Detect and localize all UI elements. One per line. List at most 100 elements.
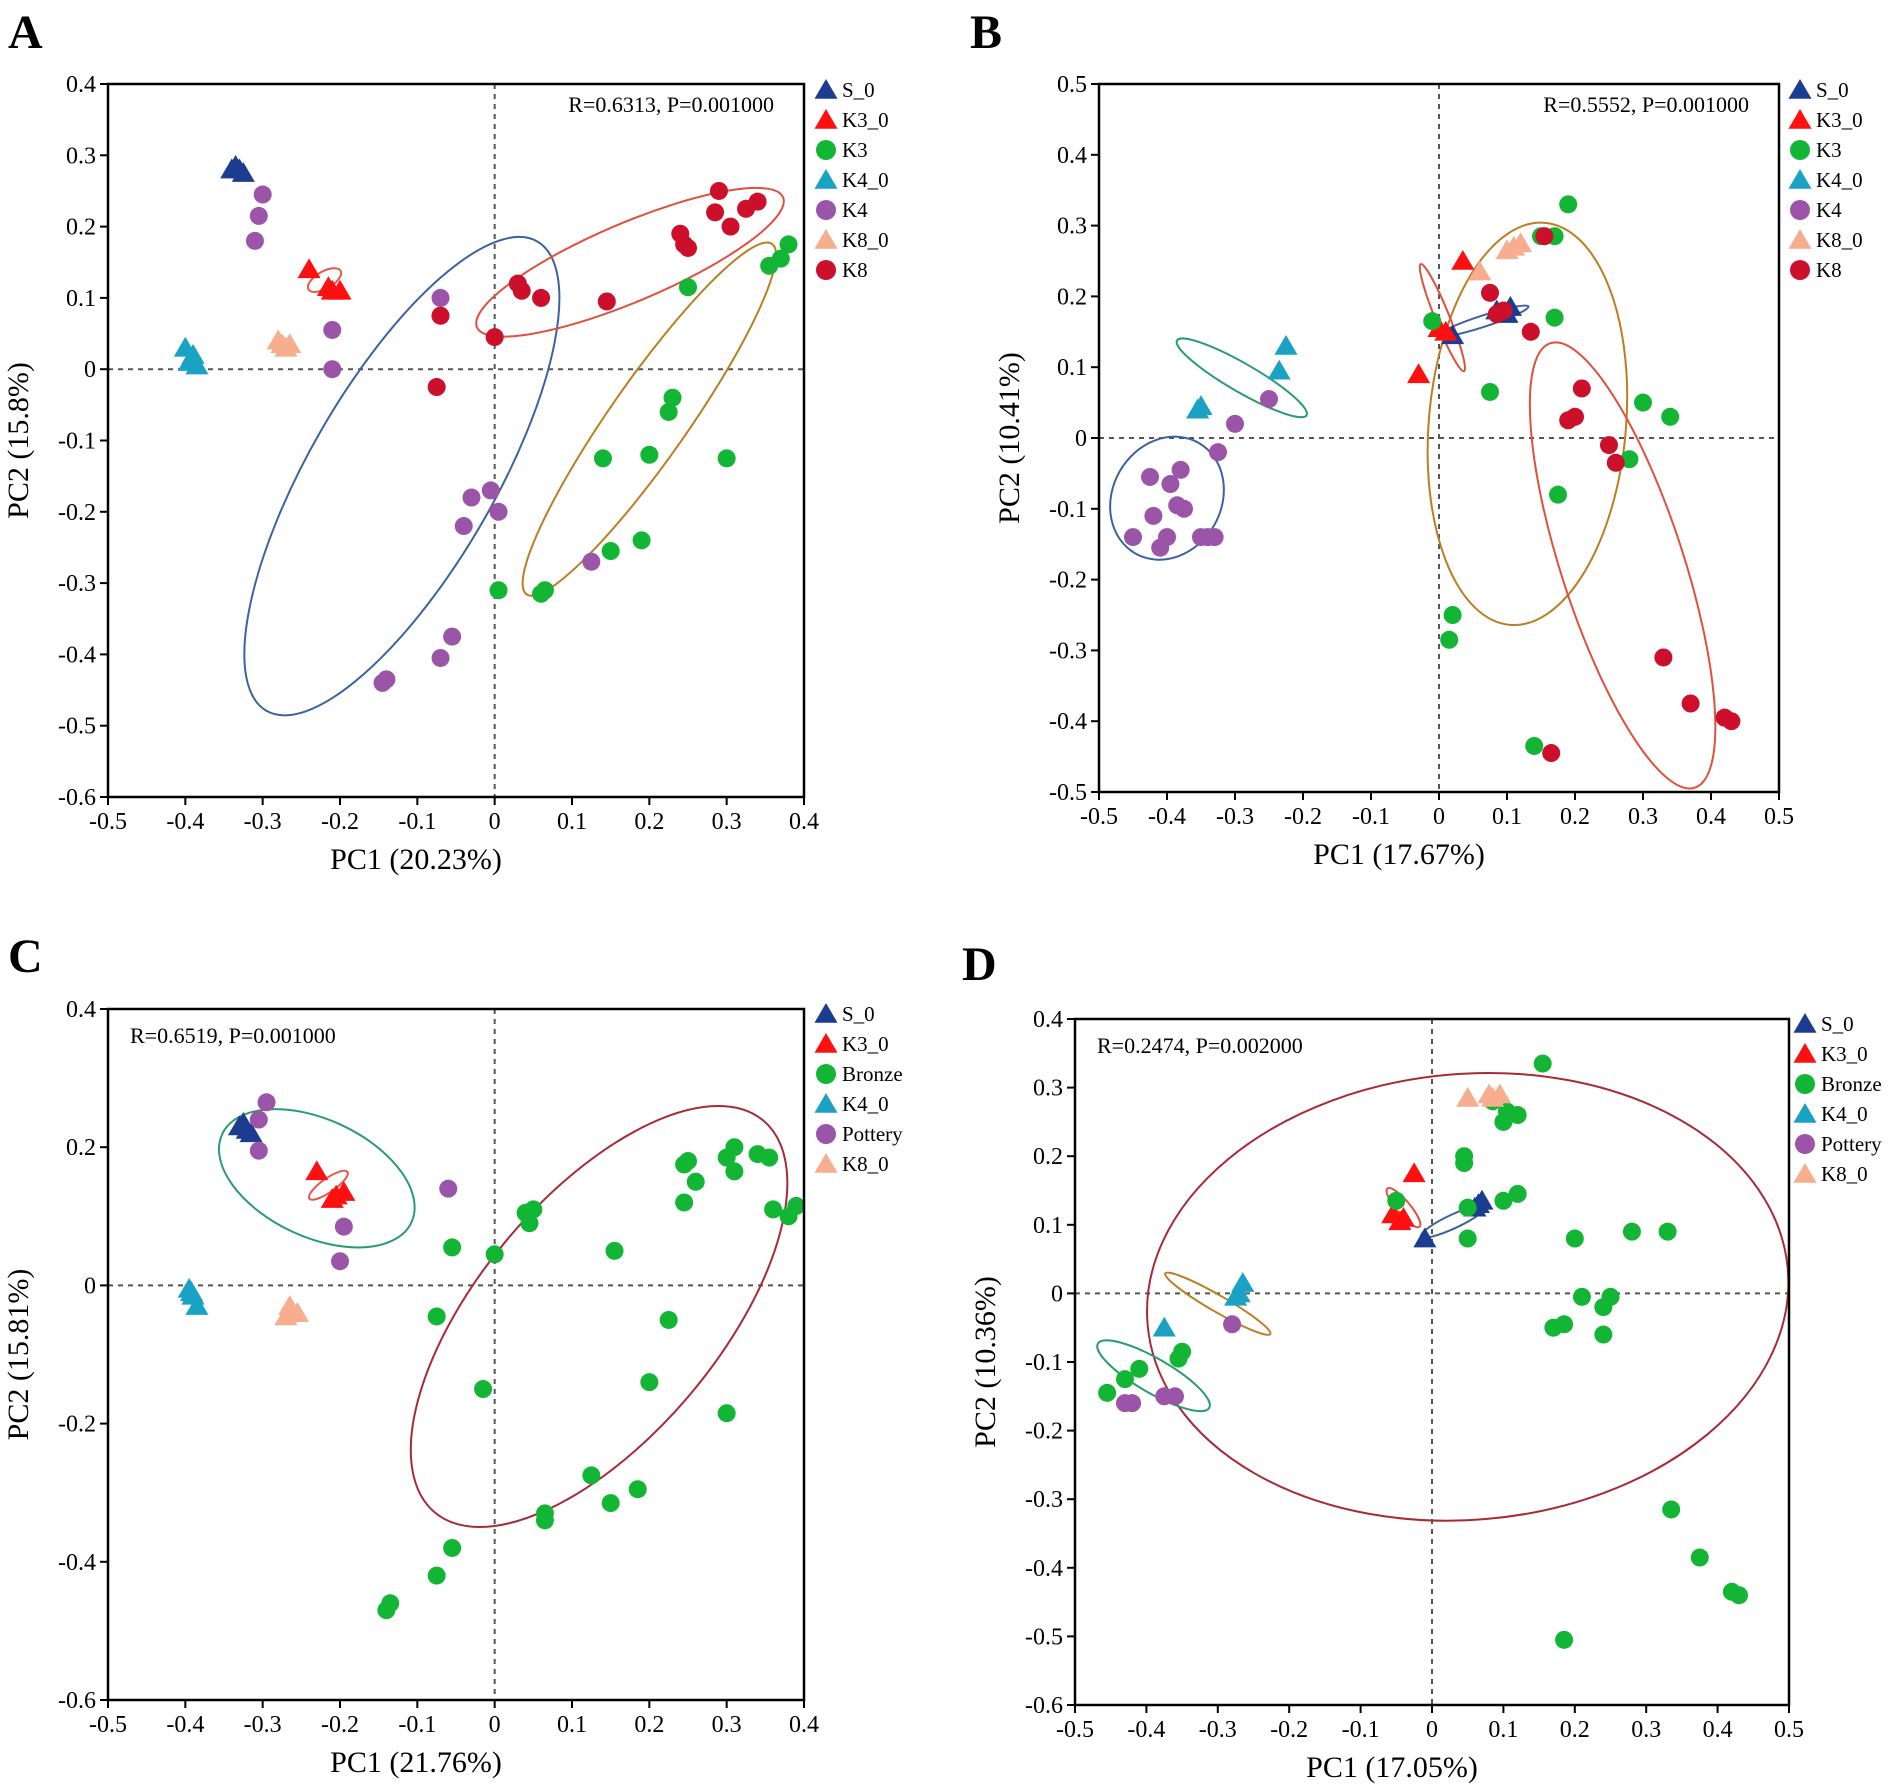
data-points — [1124, 195, 1741, 763]
point-k4 — [1175, 499, 1193, 518]
confidence-ellipse — [1109, 435, 1225, 561]
y-tick-label: 0.1 — [1033, 1213, 1063, 1239]
legend-marker — [814, 1093, 838, 1113]
y-tick-label: -0.4 — [58, 642, 96, 668]
legend-label: K3 — [842, 138, 868, 162]
y-tick-label: -0.6 — [58, 785, 96, 811]
point-k8 — [721, 217, 740, 236]
point-k4_0 — [179, 1281, 204, 1302]
legend-label: K4_0 — [842, 1092, 889, 1116]
point-k8_0 — [278, 333, 302, 354]
point-k4_0 — [1186, 398, 1210, 419]
y-tick-label: -0.2 — [58, 1412, 96, 1438]
confidence-ellipse — [1164, 1271, 1272, 1336]
confidence-ellipse — [1175, 337, 1308, 419]
legend-marker — [1790, 260, 1810, 280]
legend-label: K3_0 — [842, 108, 889, 132]
point-k8 — [1606, 453, 1625, 472]
y-tick-label: 0.5 — [1057, 72, 1087, 98]
x-tick-label: 0.2 — [1560, 1717, 1590, 1743]
point-bronze — [1508, 1184, 1527, 1203]
data-points — [1098, 1054, 1749, 1649]
point-k8 — [1494, 301, 1513, 320]
y-tick-label: -0.4 — [58, 1550, 96, 1576]
y-tick-label: -0.2 — [1049, 568, 1087, 594]
point-k3 — [1525, 736, 1544, 755]
point-k4 — [1144, 506, 1163, 525]
point-k8 — [1572, 379, 1591, 398]
legend-marker — [814, 229, 838, 249]
point-bronze — [427, 1307, 446, 1326]
x-tick-label: 0.1 — [557, 1712, 587, 1738]
x-tick-label: -0.2 — [321, 809, 359, 835]
point-k8 — [431, 306, 450, 325]
confidence-ellipse — [521, 241, 778, 597]
point-k8 — [1722, 712, 1741, 731]
panel-letter: A — [8, 6, 43, 59]
point-k4 — [249, 206, 268, 225]
y-axis-label: PC2 (15.8%) — [2, 362, 35, 519]
point-k4 — [443, 627, 462, 646]
x-tick-label: -0.5 — [89, 1712, 127, 1738]
point-pottery — [249, 1141, 268, 1160]
x-tick-label: 0 — [1426, 1717, 1438, 1743]
point-k3 — [679, 278, 697, 297]
x-tick-label: -0.2 — [1284, 804, 1322, 830]
point-bronze — [443, 1238, 462, 1257]
legend-label: Bronze — [842, 1062, 903, 1086]
x-tick-label: 0.3 — [1631, 1717, 1661, 1743]
point-pottery — [1115, 1394, 1134, 1413]
point-bronze — [535, 1511, 554, 1530]
point-bronze — [485, 1245, 504, 1264]
point-bronze — [675, 1155, 694, 1174]
point-bronze — [1387, 1191, 1406, 1210]
confidence-ellipse — [475, 186, 785, 338]
legend-label: K3_0 — [842, 1032, 889, 1056]
point-k4 — [323, 320, 342, 339]
confidence-ellipse — [1096, 1339, 1211, 1413]
point-pottery — [249, 1110, 268, 1129]
y-tick-label: 0 — [1051, 1281, 1063, 1307]
point-k3 — [489, 581, 508, 600]
y-tick-label: -0.3 — [1049, 638, 1087, 664]
y-tick-label: -0.6 — [1025, 1693, 1063, 1719]
x-tick-label: -0.4 — [1148, 804, 1186, 830]
y-tick-label: -0.5 — [1049, 780, 1087, 806]
point-k8 — [1535, 227, 1554, 246]
point-k8 — [512, 281, 531, 300]
point-bronze — [725, 1162, 744, 1181]
x-tick-label: -0.4 — [1127, 1717, 1165, 1743]
panel-d: D -0.5 -0.4 -0.3 -0.2 -0.1 0 0.1 0.2 0.3 0.4 0.5 -0.… — [962, 938, 1882, 1784]
point-bronze — [779, 1207, 798, 1226]
x-tick-label: -0.3 — [1199, 1717, 1237, 1743]
legend-marker — [1790, 140, 1810, 160]
y-tick-label: -0.3 — [58, 571, 96, 597]
point-k3 — [632, 531, 651, 550]
x-tick-label: 0 — [489, 1712, 501, 1738]
point-s_0 — [231, 162, 255, 182]
legend-label: S_0 — [842, 1002, 875, 1026]
point-bronze — [1622, 1222, 1641, 1241]
legend-label: K8_0 — [842, 1152, 889, 1176]
legend-label: S_0 — [1821, 1012, 1854, 1036]
legend-marker — [814, 1153, 838, 1173]
point-k4 — [253, 185, 272, 204]
point-k8_0 — [1456, 1086, 1480, 1107]
confidence-ellipse — [409, 1105, 789, 1528]
point-k8 — [679, 238, 697, 257]
legend-label: Bronze — [1821, 1072, 1882, 1096]
legend-marker — [1790, 200, 1810, 220]
legend: S_0 K3_0 Bronze K4_0 Pottery K8_0 — [814, 1002, 903, 1176]
point-k3 — [1440, 630, 1459, 649]
legend-marker — [814, 79, 838, 99]
legend-label: K4_0 — [1816, 168, 1863, 192]
point-k4 — [1171, 460, 1190, 479]
point-bronze — [1565, 1229, 1584, 1248]
x-tick-label: 0.2 — [634, 809, 664, 835]
legend-label: K8_0 — [1816, 228, 1863, 252]
point-bronze — [1508, 1106, 1527, 1125]
point-k4_0 — [177, 351, 201, 371]
point-bronze — [601, 1494, 620, 1513]
point-k8 — [485, 328, 504, 347]
